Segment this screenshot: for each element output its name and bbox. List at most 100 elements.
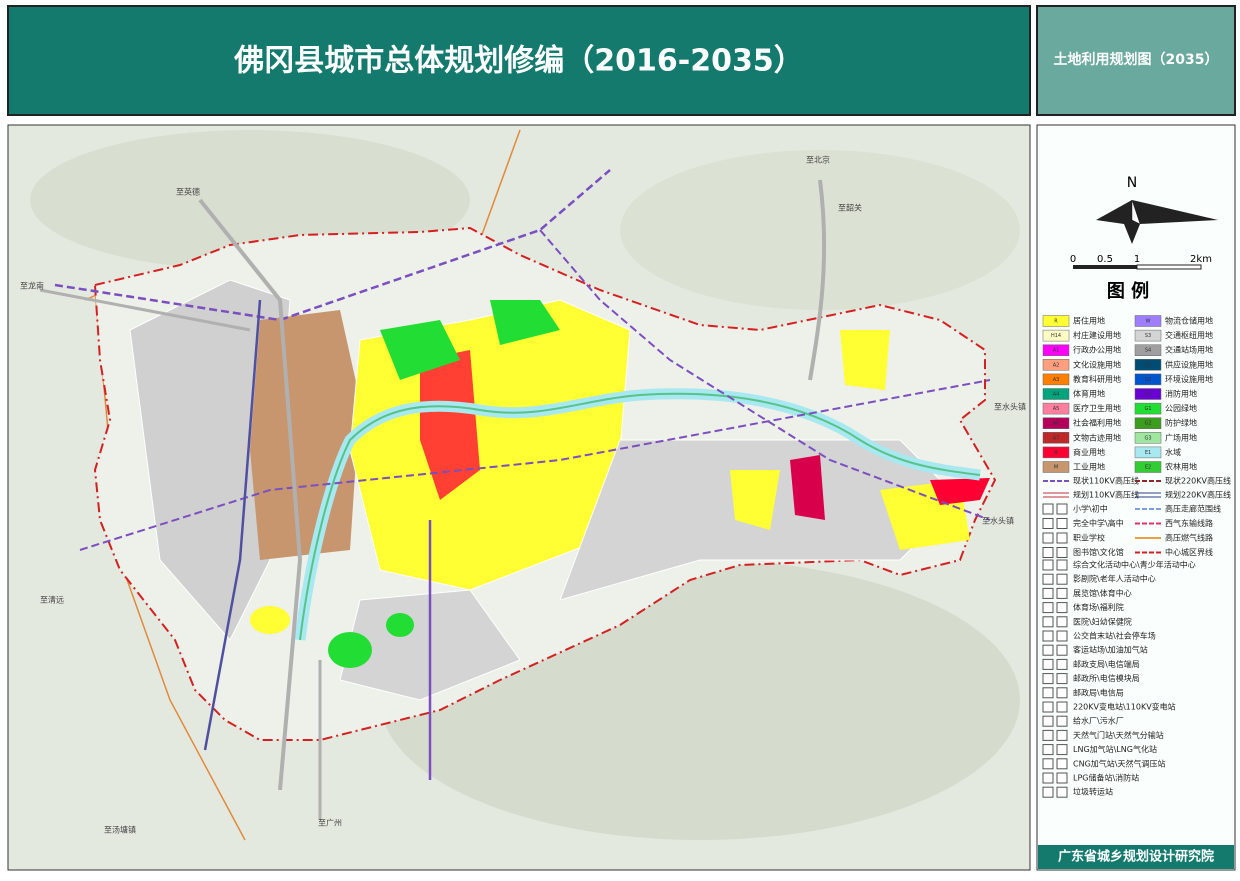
symbol xyxy=(1056,630,1068,642)
legend-label: 完全中学\高中 xyxy=(1073,518,1124,528)
symbol xyxy=(1042,786,1054,798)
commercial-area xyxy=(930,478,990,505)
title: 佛冈县城市总体规划修编（2016-2035） xyxy=(233,44,803,79)
legend-label: 文物古迹用地 xyxy=(1073,432,1121,442)
commercial-area xyxy=(420,350,480,500)
subtitle-box xyxy=(1036,5,1236,116)
legend-label: 西气东输线路 xyxy=(1165,518,1213,528)
symbol xyxy=(1056,503,1068,515)
power-line xyxy=(539,229,991,521)
symbol xyxy=(1056,658,1068,670)
road xyxy=(808,179,827,381)
place-label: 至韶关 xyxy=(838,203,862,213)
power-line xyxy=(203,299,262,751)
swatch-code: U1 xyxy=(1145,362,1152,368)
swatch-code: E2 xyxy=(1145,465,1151,471)
place-label: 至汤塘镇 xyxy=(104,825,136,835)
legend-label: 影剧院\老年人活动中心 xyxy=(1073,574,1156,584)
symbol xyxy=(1042,758,1054,770)
symbol xyxy=(1042,532,1054,544)
legend-label: 邮政所\电信模块局 xyxy=(1073,673,1140,683)
compass xyxy=(1096,200,1218,244)
symbol xyxy=(1042,602,1054,614)
swatch-code: A4 xyxy=(1053,392,1060,398)
swatch xyxy=(1134,432,1162,444)
symbol xyxy=(1042,559,1054,571)
symbol xyxy=(1056,602,1068,614)
swatch-code: G3 xyxy=(1144,435,1151,441)
legend-label: 医疗卫生用地 xyxy=(1073,403,1121,413)
legend-label: 天然气门站\天然气分输站 xyxy=(1073,730,1164,740)
legend-label: 垃圾转运站 xyxy=(1073,787,1113,797)
legend-label: 高压燃气线路 xyxy=(1165,533,1213,543)
legend-label: 220KV变电站\110KV变电站 xyxy=(1073,702,1176,712)
swatch xyxy=(1134,461,1162,473)
residential-area xyxy=(250,606,290,634)
scale-label: 1 xyxy=(1134,254,1140,265)
symbol xyxy=(1042,630,1054,642)
legend-label: 农林用地 xyxy=(1165,462,1197,472)
scale-bar xyxy=(1136,264,1202,270)
swatch xyxy=(1134,402,1162,415)
legend-label: 环境设施用地 xyxy=(1165,374,1213,384)
symbol xyxy=(1042,616,1054,628)
swatch-code: A3 xyxy=(1053,377,1060,383)
symbol xyxy=(1056,673,1068,685)
legend-label: 图书馆\文化馆 xyxy=(1073,547,1124,557)
symbol xyxy=(1056,729,1068,741)
legend-label: 客运站场\加油加气站 xyxy=(1073,645,1148,655)
symbol xyxy=(1042,715,1054,727)
legend-label: 邮政局\电信局 xyxy=(1073,687,1124,697)
place-label: 至英德 xyxy=(176,187,200,197)
legend-label: CNG加气站\天然气调压站 xyxy=(1073,758,1165,768)
swatch xyxy=(1042,417,1070,429)
power-line xyxy=(54,169,611,322)
swatch-code: A5 xyxy=(1053,406,1060,412)
symbol xyxy=(1056,786,1068,798)
legend-label: 小学\初中 xyxy=(1073,504,1108,514)
swatch-code: G1 xyxy=(1144,406,1151,412)
place-label: 至北京 xyxy=(806,155,830,165)
legend-label: 广场用地 xyxy=(1165,432,1197,442)
swatch-code: A6 xyxy=(1053,421,1060,427)
swatch-code: A1 xyxy=(1053,348,1060,354)
legend-label: LNG加气站\LNG气化站 xyxy=(1073,744,1157,754)
swatch-code: B xyxy=(1054,450,1058,456)
swatch xyxy=(1134,315,1162,327)
symbol xyxy=(1056,547,1068,558)
legend-label: 展览馆\体育中心 xyxy=(1073,588,1132,598)
symbol xyxy=(1056,744,1068,756)
symbol xyxy=(1056,715,1068,727)
road xyxy=(39,288,251,332)
residential-area xyxy=(730,470,780,530)
swatch-code: S3 xyxy=(1145,333,1151,339)
residential-area xyxy=(840,330,890,390)
swatch xyxy=(1134,446,1162,459)
legend-label: 高压走廊范围线 xyxy=(1165,504,1221,514)
swatch xyxy=(1134,417,1162,429)
symbol xyxy=(1042,587,1054,599)
legend-label: 防护绿地 xyxy=(1165,418,1197,428)
scale-label: 2km xyxy=(1190,254,1212,265)
park xyxy=(380,320,460,380)
swatch-code: W xyxy=(1146,319,1151,325)
symbol xyxy=(1056,532,1068,544)
river-bank xyxy=(299,392,981,641)
swatch-code: E1 xyxy=(1145,450,1151,456)
legend-label: 体育用地 xyxy=(1073,389,1105,399)
compass-n: N xyxy=(1127,175,1137,191)
symbol xyxy=(1042,729,1054,741)
road xyxy=(198,198,303,791)
swatch xyxy=(1042,329,1070,342)
swatch xyxy=(1134,344,1162,356)
symbol xyxy=(1056,616,1068,628)
swatch-code: R xyxy=(1054,319,1058,325)
legend-label: 供应设施用地 xyxy=(1165,359,1213,369)
place-label: 至水头镇 xyxy=(994,402,1026,412)
swatch xyxy=(1042,402,1070,415)
header-bar xyxy=(7,5,1031,116)
gas-line xyxy=(479,129,521,241)
symbol xyxy=(1042,573,1054,585)
swatch xyxy=(1134,373,1162,386)
